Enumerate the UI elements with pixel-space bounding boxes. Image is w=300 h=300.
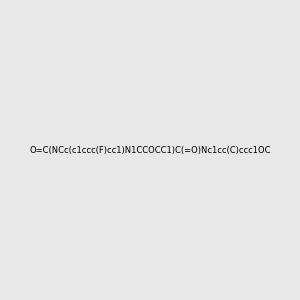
Text: O=C(NCc(c1ccc(F)cc1)N1CCOCC1)C(=O)Nc1cc(C)ccc1OC: O=C(NCc(c1ccc(F)cc1)N1CCOCC1)C(=O)Nc1cc(… bbox=[29, 146, 271, 154]
